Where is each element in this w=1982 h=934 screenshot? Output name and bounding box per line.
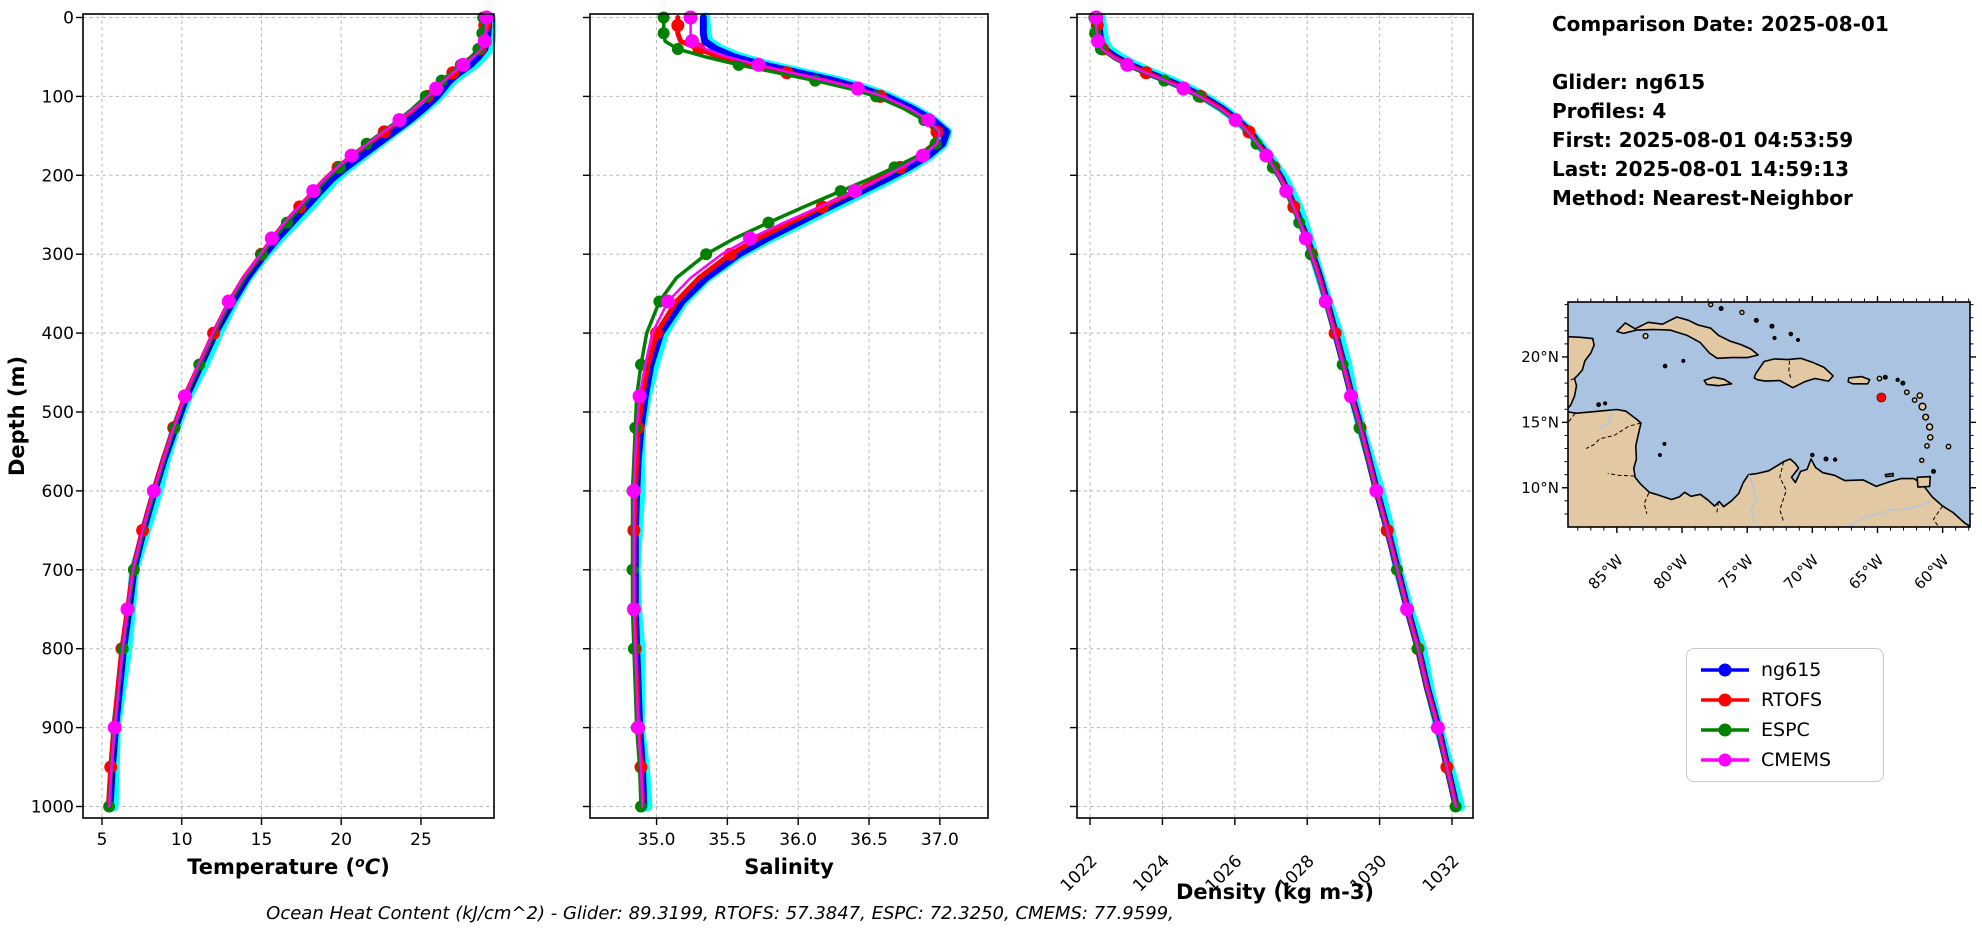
svg-text:65°W: 65°W [1845,551,1887,593]
x-tick-labels: 5 10 15 20 25 [97,830,432,850]
glider-position-marker [1876,392,1887,403]
series-line-ESPC [630,15,942,809]
svg-text:5: 5 [97,830,108,850]
axis-ticks [583,16,941,825]
map-islands [1596,302,1952,474]
legend-label-RTOFS: RTOFS [1761,689,1823,711]
svg-text:500: 500 [42,403,74,423]
series-line-ESPC [107,15,485,809]
svg-text:25: 25 [410,830,432,850]
legend-item-ESPC: ESPC [1699,719,1871,741]
svg-text:100: 100 [42,87,74,107]
svg-text:10: 10 [171,830,193,850]
svg-text:15: 15 [251,830,273,850]
series-markers-CMEMS [1089,10,1445,735]
svg-text:85°W: 85°W [1585,551,1627,593]
legend-label-ng615: ng615 [1761,659,1822,681]
axes-frame [1076,13,1474,819]
temperature-axis-label: Temperature (oC) [187,855,390,879]
salinity-axis-label: Salinity [744,855,834,879]
location-map: 20°N 15°N 10°N 85°W 80°W 75°W 70°W 65°W 60°W [1521,296,1976,593]
salinity-panel: 35.0 35.5 36.0 36.5 37.0 Salinity [583,10,989,879]
svg-text:35.5: 35.5 [708,830,746,850]
series-markers-RTOFS [627,18,944,774]
grid-lines [590,14,988,818]
svg-text:36.0: 36.0 [779,830,817,850]
legend-item-ng615: ng615 [1699,659,1871,681]
svg-text:15°N: 15°N [1521,413,1559,431]
legend-item-RTOFS: RTOFS [1699,689,1871,711]
svg-text:1022: 1022 [1057,851,1102,896]
legend-marker-CMEMS [1701,753,1749,767]
svg-text:1032: 1032 [1419,851,1464,896]
svg-text:70°W: 70°W [1780,551,1822,593]
svg-text:35.0: 35.0 [638,830,676,850]
svg-text:900: 900 [42,719,74,739]
temperature-panel: 5 10 15 20 25 Temperature (oC) 0 100 200 300 400 50… [5,9,497,879]
svg-text:700: 700 [42,561,74,581]
svg-text:75°W: 75°W [1715,551,1757,593]
axes-frame [589,13,989,819]
svg-text:1024: 1024 [1129,851,1174,896]
svg-text:0: 0 [63,9,74,29]
grid-lines [1077,14,1473,818]
legend-marker-ng615 [1701,663,1749,677]
svg-text:37.0: 37.0 [921,830,959,850]
legend-marker-ESPC [1701,723,1749,737]
comparison-date-title: Comparison Date: 2025-08-01 [1552,12,1889,36]
map-rivers [1598,410,1930,527]
axes-frame [82,13,495,819]
ohc-footer: Ocean Heat Content (kJ/cm^2) - Glider: 8… [266,903,1174,924]
info-line-glider: Glider: ng615 [1552,70,1706,94]
svg-text:60°W: 60°W [1910,551,1952,593]
map-frame [1567,301,1971,528]
info-line-profiles: Profiles: 4 [1552,99,1667,123]
svg-text:20°N: 20°N [1521,348,1559,366]
info-line-first: First: 2025-08-01 04:53:59 [1552,128,1854,152]
map-land [1568,316,1970,527]
series-markers-RTOFS [1090,18,1454,774]
legend-label-ESPC: ESPC [1761,719,1810,741]
x-tick-labels: 35.0 35.5 36.0 36.5 37.0 [638,830,959,850]
svg-text:600: 600 [42,482,74,502]
info-panel: Comparison Date: 2025-08-01 Glider: ng61… [1552,10,1889,213]
series-markers-RTOFS [104,18,492,774]
svg-text:80°W: 80°W [1650,551,1692,593]
legend-label-CMEMS: CMEMS [1761,749,1832,771]
legend-item-CMEMS: CMEMS [1699,749,1871,771]
map-ticks [1562,296,1976,533]
series-markers-CMEMS [107,10,494,735]
svg-text:36.5: 36.5 [850,830,888,850]
axis-ticks [1070,16,1453,825]
series-line-CMEMS [632,16,942,808]
svg-text:1000: 1000 [31,798,74,818]
svg-text:200: 200 [42,166,74,186]
density-axis-label: Density (kg m-3) [1176,880,1374,904]
svg-text:800: 800 [42,640,74,660]
grid-lines [83,14,494,818]
info-line-method: Method: Nearest-Neighbor [1552,186,1853,210]
svg-text:20: 20 [330,830,352,850]
info-line-last: Last: 2025-08-01 14:59:13 [1552,157,1850,181]
svg-text:10°N: 10°N [1521,479,1559,497]
legend: ng615 RTOFS ESPC CMEMS [1686,648,1884,782]
map-borders [1568,360,1944,527]
svg-text:400: 400 [42,324,74,344]
series-markers-ESPC [626,11,942,813]
legend-marker-RTOFS [1701,693,1749,707]
axis-ticks [76,16,422,825]
series-markers-CMEMS [626,10,936,735]
depth-axis-label: Depth (m) [5,356,29,476]
svg-text:300: 300 [42,245,74,265]
depth-tick-labels: 0 100 200 300 400 500 600 700 800 900 1000 [31,9,74,818]
